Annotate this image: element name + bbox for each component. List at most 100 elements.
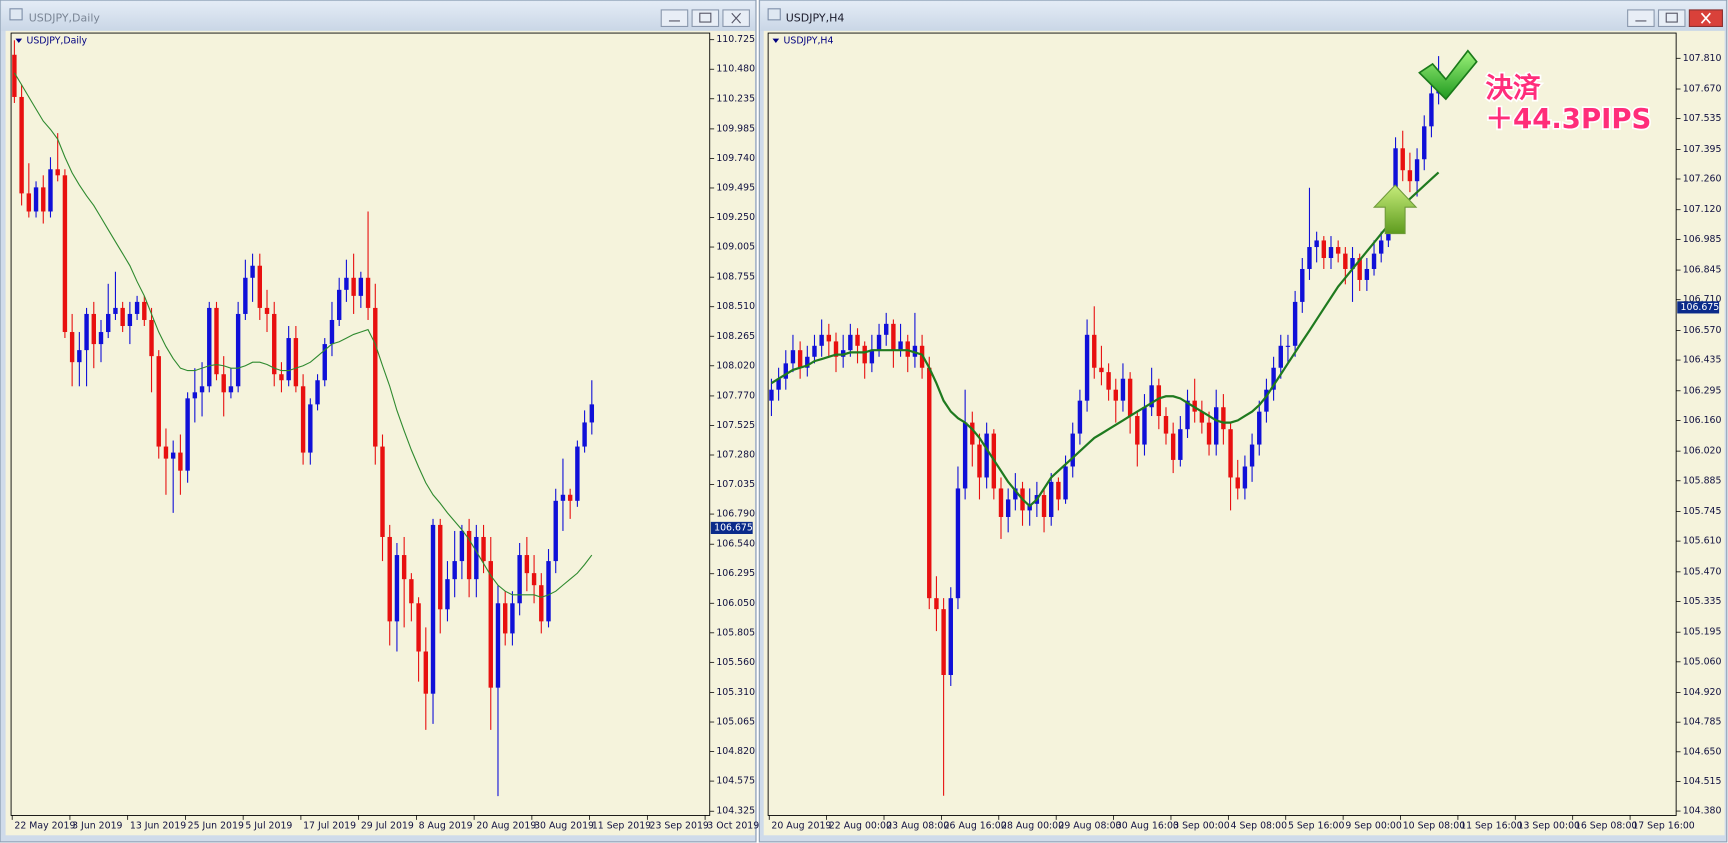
candle-body bbox=[998, 488, 1004, 517]
candle-body bbox=[546, 561, 551, 622]
candle-body bbox=[797, 350, 803, 368]
candle-body bbox=[1414, 159, 1420, 182]
candle-body bbox=[445, 579, 450, 610]
y-tick-label: 108.755 bbox=[716, 272, 755, 283]
candle-body bbox=[941, 609, 946, 675]
candle-body bbox=[589, 404, 595, 423]
window-buttons[interactable] bbox=[1627, 9, 1723, 27]
candle-body bbox=[192, 392, 198, 399]
minimize-button[interactable] bbox=[1627, 9, 1655, 27]
y-tick-label: 104.820 bbox=[716, 746, 755, 757]
candle-body bbox=[221, 374, 226, 393]
y-tick-label: 104.785 bbox=[1683, 717, 1722, 728]
x-tick-label: 17 Jul 2019 bbox=[303, 821, 356, 832]
chart-area bbox=[763, 30, 1725, 836]
candle-body bbox=[55, 169, 60, 176]
candle-body bbox=[1084, 334, 1090, 401]
candle-body bbox=[1070, 433, 1075, 467]
chart-label: USDJPY,H4 bbox=[784, 35, 834, 46]
x-tick-label: 22 Aug 00:00 bbox=[829, 821, 892, 832]
maximize-button[interactable] bbox=[691, 9, 720, 27]
annotation-text: 決済 bbox=[1486, 72, 1542, 104]
candle-body bbox=[1185, 400, 1190, 430]
x-tick-label: 3 Oct 2019 bbox=[707, 821, 759, 832]
check-icon bbox=[1418, 49, 1478, 101]
candle-body bbox=[1357, 258, 1362, 280]
y-tick-label: 106.020 bbox=[1683, 446, 1722, 457]
candle-body bbox=[113, 307, 118, 314]
y-tick-label: 109.985 bbox=[716, 123, 755, 134]
candle-body bbox=[329, 319, 335, 345]
candle-body bbox=[120, 307, 125, 327]
candle-body bbox=[855, 334, 860, 346]
x-tick-label: 23 Aug 08:00 bbox=[886, 821, 949, 832]
candle-body bbox=[1228, 429, 1233, 478]
candle-body bbox=[1314, 240, 1319, 248]
y-tick-label: 105.310 bbox=[716, 687, 755, 698]
y-tick-label: 107.260 bbox=[1683, 174, 1722, 185]
candle-body bbox=[502, 603, 508, 634]
x-tick-label: 11 Sep 16:00 bbox=[1460, 821, 1523, 832]
y-tick-label: 106.710 bbox=[1683, 294, 1722, 305]
y-tick-label: 104.380 bbox=[1683, 806, 1722, 817]
candle-body bbox=[156, 356, 161, 447]
candle-body bbox=[1242, 466, 1248, 489]
candle-body bbox=[790, 350, 796, 364]
candle-body bbox=[98, 332, 104, 345]
candle-body bbox=[819, 334, 824, 346]
x-tick-label: 13 Sep 00:00 bbox=[1518, 821, 1581, 832]
candle-body bbox=[69, 332, 75, 363]
candle-body bbox=[769, 389, 774, 401]
annotation-group: 決済 ＋44.3PIPS bbox=[1372, 49, 1653, 235]
y-tick-label: 108.265 bbox=[716, 331, 755, 342]
candle-body bbox=[984, 433, 989, 478]
x-tick-label: 9 Sep 00:00 bbox=[1345, 821, 1402, 832]
x-tick-label: 16 Sep 08:00 bbox=[1575, 821, 1638, 832]
candle-body bbox=[106, 313, 111, 333]
chart-area bbox=[5, 30, 755, 836]
x-tick-label: 3 Jun 2019 bbox=[72, 821, 122, 832]
candle-body bbox=[409, 579, 414, 604]
candle-body bbox=[884, 323, 889, 335]
candle-body bbox=[488, 561, 493, 688]
y-tick-label: 106.570 bbox=[1683, 325, 1722, 336]
x-tick-label: 13 Jun 2019 bbox=[130, 821, 186, 832]
window-icon bbox=[767, 8, 781, 21]
annotation-text: ＋44.3PIPS bbox=[1486, 103, 1652, 135]
candle-body bbox=[1127, 378, 1133, 417]
candle-body bbox=[62, 175, 68, 333]
label-triangle bbox=[772, 38, 780, 43]
candle-body bbox=[1041, 495, 1047, 517]
y-tick-label: 105.745 bbox=[1683, 506, 1722, 517]
candle-body bbox=[862, 345, 867, 364]
candle-body bbox=[358, 277, 364, 296]
candle-body bbox=[955, 488, 961, 599]
title-bar bbox=[760, 1, 1726, 31]
x-tick-label: 22 May 2019 bbox=[14, 821, 75, 832]
minimize-button[interactable] bbox=[660, 9, 689, 27]
candle-body bbox=[524, 555, 530, 574]
window-buttons[interactable] bbox=[660, 9, 750, 27]
y-tick-label: 107.810 bbox=[1683, 53, 1722, 64]
current-price-tag bbox=[710, 521, 753, 534]
candle-body bbox=[12, 54, 17, 97]
x-tick-label: 30 Aug 16:00 bbox=[1116, 821, 1179, 832]
candle-body bbox=[948, 598, 953, 675]
candle-body bbox=[891, 323, 896, 351]
y-tick-label: 107.120 bbox=[1683, 204, 1722, 215]
candle-body bbox=[264, 307, 270, 314]
candle-body bbox=[1321, 240, 1327, 259]
candle-body bbox=[373, 307, 378, 447]
y-tick-label: 107.670 bbox=[1683, 84, 1722, 95]
charts: USDJPY,Daily 110.725 110.480 110.235 109.985… bbox=[10, 32, 1722, 832]
chart-label: USDJPY,Daily bbox=[27, 35, 88, 46]
candle-body bbox=[517, 555, 522, 604]
y-tick-label: 106.790 bbox=[716, 509, 755, 520]
candle-body bbox=[77, 350, 82, 363]
candle-body bbox=[970, 422, 975, 445]
y-tick-label: 105.335 bbox=[1683, 596, 1722, 607]
candle-body bbox=[927, 367, 932, 599]
y-tick-label: 106.540 bbox=[716, 539, 755, 550]
x-tick-label: 29 Aug 08:00 bbox=[1058, 821, 1121, 832]
maximize-button[interactable] bbox=[1657, 9, 1686, 27]
